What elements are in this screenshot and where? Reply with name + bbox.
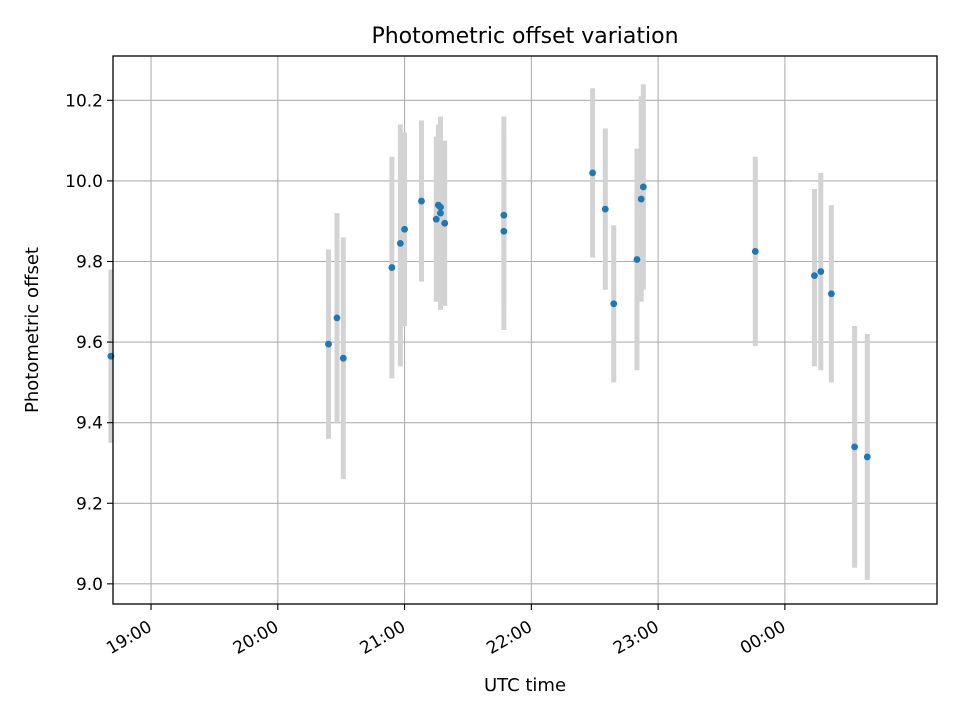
chart-title: Photometric offset variation	[371, 24, 678, 49]
plot-frame	[112, 55, 938, 605]
data-point	[401, 225, 408, 233]
y-axis-label: Photometric offset	[22, 247, 43, 413]
x-tick-label: 00:00	[737, 617, 789, 659]
data-point	[396, 239, 404, 247]
data-point	[811, 272, 818, 280]
error-bars	[108, 84, 870, 580]
x-tick-label: 23:00	[610, 617, 662, 659]
data-point	[339, 354, 347, 362]
data-point	[827, 290, 835, 298]
data-point	[441, 219, 449, 227]
data-point	[610, 300, 618, 308]
data-point	[333, 314, 341, 322]
y-tick-label: 9.8	[76, 253, 103, 273]
axis-ticks: 19:00 20:00 21:00 22:00 23:00 00:00 9.0 9.2 9.4 9…	[65, 91, 789, 659]
y-tick-label: 9.6	[76, 333, 103, 353]
y-tick-label: 9.4	[76, 414, 103, 434]
data-point	[432, 215, 440, 223]
data-point	[751, 248, 759, 255]
data-point	[500, 211, 508, 219]
data-point	[418, 197, 425, 205]
data-point	[589, 169, 597, 177]
y-tick-label: 9.0	[76, 575, 103, 595]
grid	[113, 56, 937, 604]
data-point	[500, 227, 508, 235]
data-point	[437, 203, 444, 211]
data-point	[817, 268, 825, 275]
x-axis-label: UTC time	[484, 675, 566, 696]
x-tick-label: 19:00	[103, 617, 155, 659]
data-point	[325, 340, 332, 348]
y-tick-label: 10.2	[65, 91, 103, 111]
data-point	[388, 264, 396, 271]
data-point	[639, 183, 647, 191]
data-point	[601, 205, 609, 213]
x-tick-label: 20:00	[230, 617, 282, 659]
data-point	[851, 443, 858, 451]
data-point	[863, 453, 871, 461]
data-point	[633, 256, 641, 263]
data-point	[637, 195, 645, 203]
y-tick-label: 9.2	[76, 494, 103, 514]
data-point	[437, 209, 444, 217]
x-tick-label: 21:00	[357, 617, 409, 659]
x-tick-label: 22:00	[483, 617, 535, 659]
y-tick-label: 10.0	[65, 172, 103, 192]
